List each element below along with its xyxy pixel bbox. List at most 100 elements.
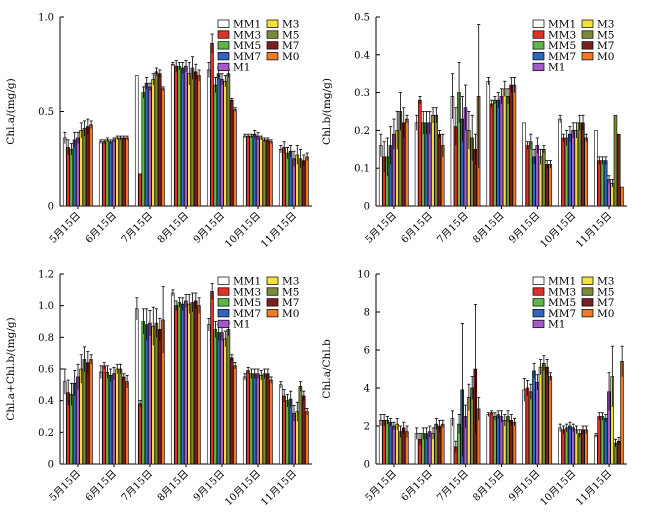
bar-MM7 xyxy=(216,332,221,465)
legend-swatch-MM5 xyxy=(217,298,230,307)
y-tick-label: 0.2 xyxy=(354,126,370,137)
bar-MM1 xyxy=(134,75,139,207)
bar-M7 xyxy=(509,84,513,207)
legend-swatch-M1 xyxy=(217,319,230,329)
bar-M1 xyxy=(148,322,152,465)
bar-MM1 xyxy=(486,80,491,207)
bar-M7 xyxy=(437,133,442,207)
bar-M3 xyxy=(151,325,155,465)
bar-MM7 xyxy=(144,324,149,465)
x-category-label: 9月15日 xyxy=(506,468,542,504)
x-category-label: 6月15日 xyxy=(83,468,119,504)
bar-MM7 xyxy=(108,375,113,465)
legend-label-M3: M3 xyxy=(282,19,299,31)
legend-label-M5: M5 xyxy=(597,29,614,41)
bar-MM3 xyxy=(525,387,530,465)
legend-label-M0: M0 xyxy=(282,308,299,320)
bar-M3 xyxy=(259,137,263,207)
bar-MM3 xyxy=(102,141,106,207)
bar-M1 xyxy=(184,65,188,207)
bar-M7 xyxy=(157,329,162,465)
bar-M1 xyxy=(535,381,539,465)
x-category-label: 7月15日 xyxy=(435,468,471,504)
bar-MM7 xyxy=(216,73,221,207)
bar-MM1 xyxy=(98,371,103,465)
bar-M0 xyxy=(620,361,624,465)
legend-swatch-MM7 xyxy=(217,309,230,318)
x-category-label: 10月15日 xyxy=(538,210,579,251)
bar-M1 xyxy=(76,376,80,465)
legend-swatch-M5 xyxy=(266,30,279,39)
legend-label-M3: M3 xyxy=(597,276,614,288)
bar-M7 xyxy=(157,73,162,207)
bar-M5 xyxy=(577,433,582,465)
bar-MM7 xyxy=(180,303,185,465)
x-category-label: 7月15日 xyxy=(435,210,471,246)
bar-M1 xyxy=(256,135,260,207)
legend-label-M5: M5 xyxy=(282,286,299,298)
legend-label-M3: M3 xyxy=(597,19,614,31)
legend-swatch-M5 xyxy=(266,287,279,296)
bar-MM7 xyxy=(180,67,185,207)
bar-MM3 xyxy=(210,291,214,465)
legend-swatch-MM3 xyxy=(532,287,545,296)
x-category-label: 10月15日 xyxy=(222,210,263,251)
bar-M5 xyxy=(541,149,546,207)
bar-M5 xyxy=(506,96,510,207)
x-category-label: 8月15日 xyxy=(155,210,191,246)
legend-label-M3: M3 xyxy=(282,276,299,288)
bar-MM3 xyxy=(174,305,178,465)
bar-M5 xyxy=(577,122,582,207)
bar-M7 xyxy=(229,99,234,207)
legend-label-MM3: MM3 xyxy=(233,286,261,298)
bar-M0 xyxy=(405,118,409,207)
bar-MM7 xyxy=(532,370,536,465)
legend-label-M5: M5 xyxy=(282,29,299,41)
bar-MM1 xyxy=(558,118,562,207)
x-category-label: 9月15日 xyxy=(191,468,227,504)
bar-M5 xyxy=(613,114,618,207)
bar-MM3 xyxy=(102,365,106,465)
bar-M0 xyxy=(89,359,93,465)
bar-M1 xyxy=(571,130,575,207)
bar-M3 xyxy=(115,137,119,207)
bar-M7 xyxy=(301,160,306,207)
bar-MM7 xyxy=(144,82,149,207)
bar-M1 xyxy=(112,139,116,207)
bar-MM1 xyxy=(414,122,419,207)
bar-MM3 xyxy=(597,416,601,465)
bar-M5 xyxy=(190,67,195,207)
y-tick-label: 4 xyxy=(364,384,370,395)
bar-MM3 xyxy=(489,412,494,465)
legend-swatch-M1 xyxy=(532,62,545,72)
x-category-label: 6月15日 xyxy=(399,468,435,504)
bar-MM5 xyxy=(564,137,569,207)
legend-label-MM7: MM7 xyxy=(233,51,261,63)
bar-MM1 xyxy=(206,69,211,207)
x-category-label: 11月15日 xyxy=(574,468,615,509)
bar-MM3 xyxy=(382,419,386,465)
bar-M3 xyxy=(431,114,435,207)
bar-MM5 xyxy=(600,416,605,465)
y-tick-label: 0 xyxy=(364,460,370,471)
y-tick-label: 0.5 xyxy=(354,13,370,24)
bar-MM7 xyxy=(108,141,113,207)
legend-swatch-M3 xyxy=(266,276,279,285)
bar-M1 xyxy=(148,86,152,207)
bar-MM5 xyxy=(249,373,254,465)
bar-M0 xyxy=(269,141,273,207)
legend-swatch-M0 xyxy=(266,309,279,318)
legend-label-M7: M7 xyxy=(597,297,614,309)
bar-M3 xyxy=(259,375,263,465)
x-category-label: 7月15日 xyxy=(119,468,155,504)
legend-label-M1: M1 xyxy=(233,62,250,74)
y-tick-label: 1.2 xyxy=(38,270,54,281)
bar-M5 xyxy=(82,128,87,207)
bar-MM5 xyxy=(493,99,497,207)
bar-M5 xyxy=(434,423,438,465)
bar-MM1 xyxy=(278,149,283,207)
bar-M5 xyxy=(190,302,195,465)
legend-label-MM1: MM1 xyxy=(233,19,261,31)
bar-M0 xyxy=(548,164,553,207)
y-tick-label: 0.4 xyxy=(38,396,54,407)
